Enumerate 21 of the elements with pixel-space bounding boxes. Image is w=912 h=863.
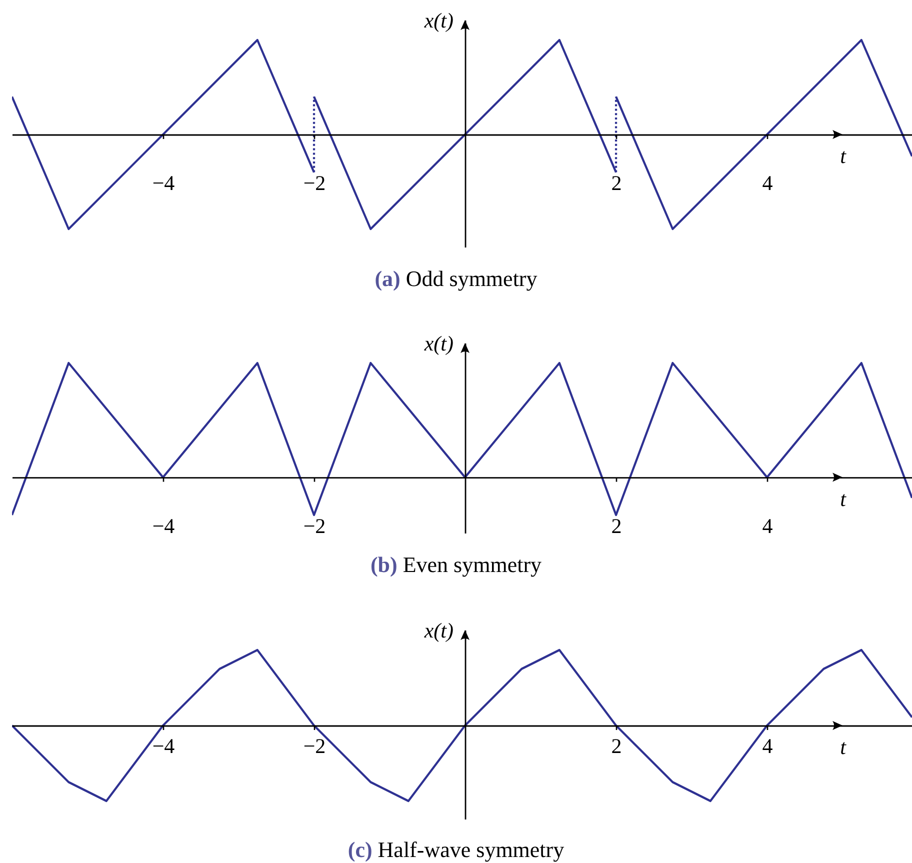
x-tick-label: −2 <box>303 171 326 195</box>
x-axis-title: t <box>840 144 848 168</box>
x-tick-label: 2 <box>611 734 622 758</box>
y-axis-title: x(t) <box>423 618 454 642</box>
x-tick-label: 4 <box>762 514 774 538</box>
x-tick-label: −4 <box>152 734 176 758</box>
x-tick-label: −4 <box>152 171 176 195</box>
x-axis-title: t <box>840 735 848 759</box>
x-tick-label: 2 <box>611 514 622 538</box>
y-axis-title: x(t) <box>423 332 454 356</box>
x-tick-label: 4 <box>762 734 774 758</box>
text: (a) Odd symmetry <box>374 266 538 291</box>
x-tick-label: 4 <box>762 171 774 195</box>
text: (c) Half-wave symmetry <box>348 837 564 862</box>
x-tick-label: −4 <box>152 514 176 538</box>
x-tick-label: −2 <box>303 734 326 758</box>
x-tick-label: 2 <box>611 171 622 195</box>
x-axis-title: t <box>840 486 848 511</box>
text: (b) Even symmetry <box>370 552 542 577</box>
x-tick-label: −2 <box>303 514 326 538</box>
y-axis-title: x(t) <box>423 8 454 32</box>
